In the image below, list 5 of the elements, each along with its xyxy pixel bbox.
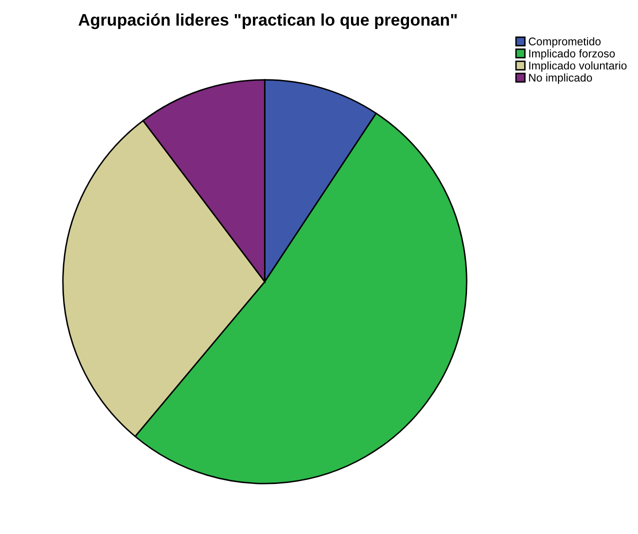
legend-label: No implicado (529, 73, 592, 84)
legend-label: Comprometido (528, 37, 601, 48)
chart-title: Agrupación lideres "practican lo que pregonan" (78, 13, 457, 30)
legend-label: Implicado voluntario (529, 61, 627, 72)
legend-label: Implicado forzoso (529, 49, 615, 60)
